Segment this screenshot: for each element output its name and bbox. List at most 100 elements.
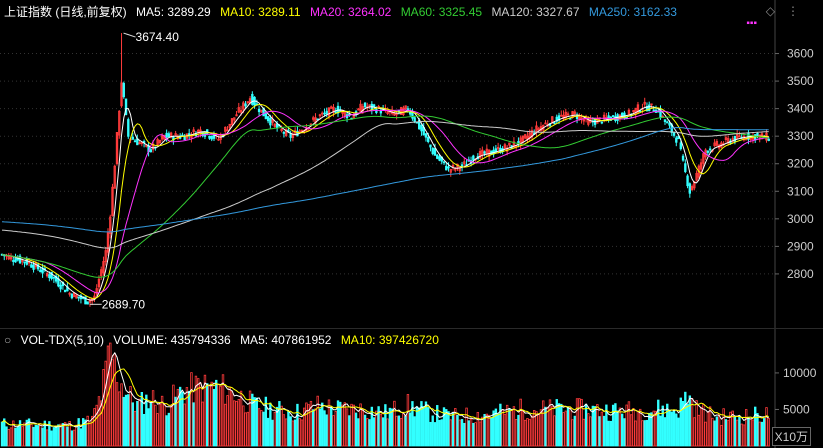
indicator-dots-icon[interactable]: ▪▪▪: [746, 18, 757, 29]
volume-bar: [167, 412, 171, 447]
volume-bar: [528, 419, 531, 447]
volume-bar: [88, 422, 92, 447]
collapse-icon[interactable]: ○: [4, 333, 12, 347]
candle-body: [733, 135, 737, 142]
candle-body: [273, 123, 277, 128]
candle-body: [715, 141, 719, 146]
volume-bar: [445, 409, 448, 447]
volume-bar: [14, 427, 17, 447]
volume-bar: [95, 404, 98, 447]
price-panel[interactable]: 2800 2900 3000 3100 3200 3300 3400 3500 3600 3674…: [0, 0, 823, 328]
candle-body: [95, 288, 98, 295]
candle-body: [643, 101, 646, 105]
volume-bar: [257, 408, 261, 447]
candle-body: [158, 139, 162, 144]
volume-bar: [336, 400, 340, 447]
volume-bar: [451, 412, 455, 447]
price-tick-label: 3200: [787, 157, 814, 171]
candle-body: [343, 111, 346, 117]
volume-bar: [519, 398, 522, 447]
volume-bar: [589, 416, 592, 447]
volume-bar: [686, 403, 689, 447]
candle-body: [79, 295, 83, 300]
volume-bar: [129, 386, 132, 447]
volume-bar: [720, 424, 723, 447]
candle-body: [760, 133, 764, 136]
volume-bar: [469, 418, 473, 447]
volume-bar: [580, 398, 583, 447]
volume-panel[interactable]: 5000 10000 ○ VOL-TDX(5,10) VOLUME: 435794…: [0, 328, 823, 448]
settings-icon[interactable]: ⋮: [787, 4, 799, 18]
candle-body: [208, 135, 211, 139]
candle-body: [284, 129, 288, 136]
candle-body: [666, 121, 669, 124]
candle-body: [233, 117, 236, 121]
candle-body: [160, 135, 164, 140]
volume-bar: [575, 398, 579, 447]
volume-bar: [363, 414, 367, 447]
candle-body: [404, 105, 407, 110]
volume-bar: [86, 415, 89, 447]
ma5-line: [1, 100, 769, 301]
price-tick-label: 3500: [787, 74, 814, 88]
volume-bar: [675, 413, 678, 447]
volume-bar: [287, 411, 290, 447]
volume-bar: [427, 407, 430, 447]
candle-body: [27, 261, 31, 264]
candle-body: [266, 116, 270, 122]
candle-body: [699, 162, 703, 170]
volume-bar: [605, 404, 608, 447]
volume-bar: [760, 421, 764, 447]
volume-bar: [688, 395, 692, 447]
candle-body: [663, 119, 667, 122]
candle-body: [54, 275, 58, 282]
volume-bar: [377, 406, 380, 447]
candle-body: [131, 136, 134, 140]
volume-bar: [726, 420, 730, 447]
volume-bar: [203, 374, 207, 447]
volume-bar: [316, 395, 319, 447]
volume-bar: [442, 407, 446, 447]
volume-bar: [754, 406, 757, 447]
volume-bar: [210, 381, 213, 447]
price-tick-label: 3100: [787, 184, 814, 198]
volume-bar: [708, 406, 712, 447]
candle-body: [447, 166, 450, 169]
ma5-label: MA5: 3289.29: [136, 5, 211, 19]
volume-bar: [438, 419, 441, 447]
candle-body: [318, 114, 322, 117]
diamond-icon[interactable]: ◇: [765, 4, 775, 18]
volume-ma10-line: [1, 368, 769, 427]
volume-bar: [562, 412, 565, 447]
volume-bar: [30, 424, 33, 447]
candle-body: [48, 274, 51, 279]
candle-body: [109, 216, 112, 234]
volume-bar: [32, 426, 35, 447]
candle-body: [224, 126, 227, 132]
candle-body: [438, 156, 441, 161]
volume-bar: [187, 390, 191, 447]
volume-bar: [201, 401, 204, 447]
candle-body: [36, 264, 40, 270]
volume-bar: [481, 416, 484, 447]
candle-body: [402, 107, 405, 116]
candle-body: [496, 147, 500, 150]
volume-bar: [433, 422, 437, 447]
volume-bar: [235, 400, 238, 447]
volume-chart[interactable]: 5000 10000: [0, 329, 823, 448]
volume-bar: [57, 424, 60, 447]
volume-bar: [478, 421, 482, 447]
volume-bar: [215, 379, 218, 447]
volume-bar: [237, 399, 240, 447]
volume-bar: [160, 395, 164, 447]
volume-bar: [402, 412, 405, 447]
volume-bar: [467, 420, 471, 447]
candle-body: [106, 232, 110, 253]
volume-bar: [639, 408, 642, 447]
volume-bar: [359, 403, 362, 447]
price-chart[interactable]: 2800 2900 3000 3100 3200 3300 3400 3500 3600 3674…: [0, 0, 823, 328]
price-legend: 上证指数 (日线,前复权) MA5: 3289.29 MA10: 3289.11…: [4, 3, 683, 20]
volume-bar: [609, 420, 613, 447]
candle-body: [30, 264, 33, 268]
volume-bar: [372, 417, 376, 447]
